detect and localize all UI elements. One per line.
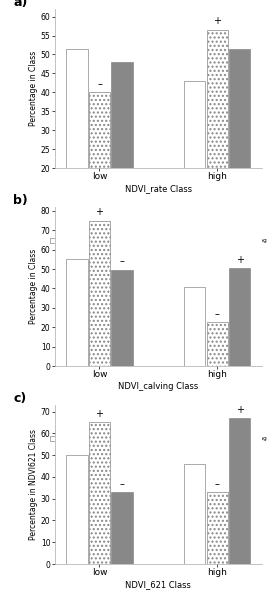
X-axis label: NDVI_rate Class: NDVI_rate Class — [125, 184, 192, 193]
Y-axis label: Percentage in Class: Percentage in Class — [29, 51, 38, 126]
X-axis label: NDVI_621 Class: NDVI_621 Class — [125, 580, 191, 589]
Bar — [207, 322, 228, 366]
Bar — [89, 221, 110, 366]
Bar — [66, 455, 88, 564]
Text: –: – — [120, 479, 124, 488]
Text: –: – — [120, 257, 124, 266]
Bar — [184, 286, 206, 366]
Text: +: + — [96, 207, 103, 217]
Bar — [89, 422, 110, 564]
Legend: Extent of Calving, Annual Calving Ground, Concentrated Calving: Extent of Calving, Annual Calving Ground… — [50, 436, 266, 442]
X-axis label: NDVI_calving Class: NDVI_calving Class — [118, 382, 198, 391]
Text: +: + — [236, 404, 244, 415]
Text: –: – — [215, 479, 220, 488]
Text: +: + — [213, 16, 221, 26]
Text: –: – — [215, 309, 220, 319]
Legend: Extent of Calving, Annual Calving Ground, Concentrated Calving: Extent of Calving, Annual Calving Ground… — [50, 238, 266, 244]
Text: –: – — [97, 79, 102, 89]
Text: +: + — [96, 409, 103, 419]
Bar — [111, 492, 133, 564]
Bar — [229, 418, 250, 564]
Bar — [184, 81, 206, 244]
Text: b): b) — [13, 194, 28, 207]
Bar — [229, 268, 250, 366]
Bar — [89, 92, 110, 244]
Bar — [111, 62, 133, 244]
Bar — [184, 464, 206, 564]
Text: a): a) — [13, 0, 28, 9]
Bar — [229, 49, 250, 244]
Bar — [207, 492, 228, 564]
Y-axis label: Percentage in Class: Percentage in Class — [29, 249, 38, 324]
Bar — [111, 270, 133, 366]
Bar — [66, 49, 88, 244]
Bar — [66, 259, 88, 366]
Text: +: + — [236, 254, 244, 265]
Bar — [207, 30, 228, 244]
Y-axis label: Percentage in NDVI621 Class: Percentage in NDVI621 Class — [29, 429, 38, 540]
Text: c): c) — [13, 392, 26, 405]
